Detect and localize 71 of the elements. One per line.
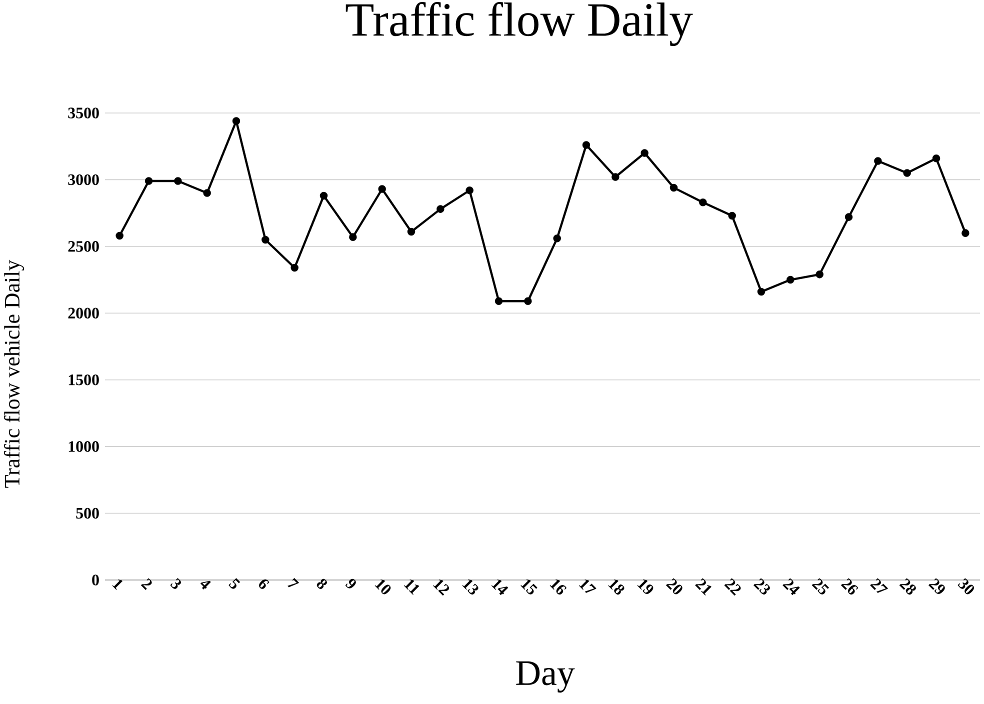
x-tick-label: 25 [812,578,830,594]
point [116,232,124,240]
point [262,236,270,244]
x-tick-label: 9 [345,578,356,588]
x-tick-label: 30 [958,578,974,594]
point [174,177,182,185]
x-tick-label: 1 [112,579,122,590]
point [786,276,794,284]
x-tick-label: 4 [200,580,211,590]
x-tick-label: 15 [520,579,538,594]
point [203,189,211,197]
y-tick-label: 1000 [68,441,99,452]
point [320,192,328,200]
point [874,157,882,165]
x-tick-label: 16 [550,579,567,595]
chart-title: Traffic flow Daily [346,2,693,46]
point [290,264,298,272]
x-tick-label: 5 [228,578,240,589]
x-tick-label: 8 [316,578,327,589]
x-tick-label: 22 [724,578,741,596]
point [582,141,590,149]
point [903,169,911,177]
x-tick-label: 29 [928,578,945,594]
x-tick-label: 20 [666,578,682,594]
x-tick-label: 28 [899,578,916,595]
x-tick-label: 23 [753,578,770,594]
x-tick-label: 3 [170,578,181,589]
x-axis-title: Day [516,661,575,693]
y-tick-label: 3000 [68,174,99,186]
point [932,154,940,162]
x-tick-label: 14 [491,579,508,596]
y-tick-label: 2000 [68,308,99,319]
x-tick-label: 12 [433,579,450,596]
point [466,186,474,194]
point [378,185,386,193]
x-tick-label: 26 [840,578,858,595]
point [349,233,357,241]
x-tick-label: 24 [782,578,800,596]
x-tick-label: 18 [608,579,624,595]
point [407,228,416,236]
y-tick-label: 0 [92,574,99,586]
x-tick-label: 27 [870,578,888,593]
point [553,234,561,242]
y-tick-label: 500 [76,508,99,519]
point [232,117,240,125]
point [844,213,853,221]
point [524,297,532,306]
point [728,212,736,220]
x-tick-label: 19 [637,579,654,594]
point [699,198,707,206]
y-axis-title: Traffic flow vehicle Daily [4,260,24,488]
point [757,288,766,296]
x-tick-label: 7 [288,578,300,588]
y-tick-label: 2500 [68,241,99,252]
y-tick-label: 3500 [68,108,99,118]
x-tick-label: 21 [695,578,712,596]
point [640,149,648,157]
x-tick-label: 2 [140,578,152,590]
point [962,229,970,237]
x-tick-label: 13 [462,579,478,594]
point [494,297,503,306]
point [670,184,678,192]
point [816,270,824,278]
point [436,205,444,213]
y-tick-label: 1500 [68,374,99,386]
x-tick-label: 17 [578,579,596,593]
point [144,177,153,185]
x-tick-label: 10 [374,579,391,594]
x-tick-label: 11 [404,579,420,595]
point [612,173,620,181]
x-tick-label: 6 [259,579,270,589]
